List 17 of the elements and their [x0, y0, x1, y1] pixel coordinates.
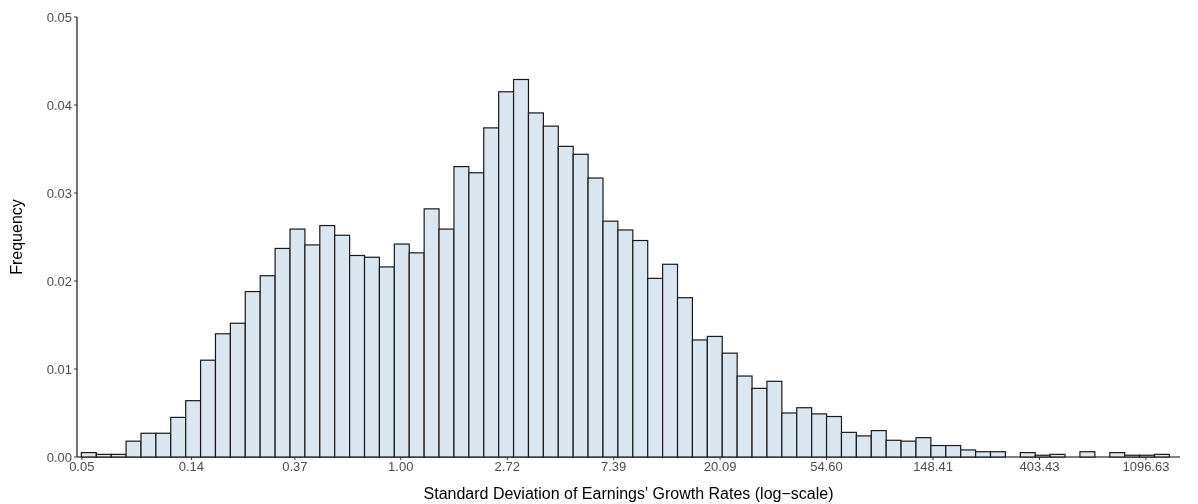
- x-tick-label: 20.09: [703, 459, 737, 474]
- y-tick-label: 0.04: [46, 97, 72, 113]
- x-tick-label: 0.14: [178, 459, 205, 474]
- x-tick-label: 1.00: [388, 459, 414, 474]
- x-tick-label: 54.60: [810, 459, 843, 474]
- x-axis-title: Standard Deviation of Earnings' Growth Rates (log−scale): [423, 485, 834, 502]
- x-tick-label: 7.39: [601, 459, 627, 474]
- y-tick-label: 0.01: [46, 361, 72, 377]
- x-tick-label: 403.43: [1019, 459, 1060, 474]
- x-tick-label: 148.41: [913, 459, 953, 474]
- x-tick-label: 2.72: [494, 459, 520, 474]
- x-tick-label: 0.37: [282, 459, 308, 474]
- y-axis-title: Frequency: [8, 199, 25, 275]
- y-tick-label: 0.05: [46, 9, 72, 25]
- x-tick-label: 1096.63: [1122, 459, 1170, 474]
- y-tick-label: 0.03: [46, 185, 72, 201]
- y-tick-label: 0.02: [46, 273, 72, 289]
